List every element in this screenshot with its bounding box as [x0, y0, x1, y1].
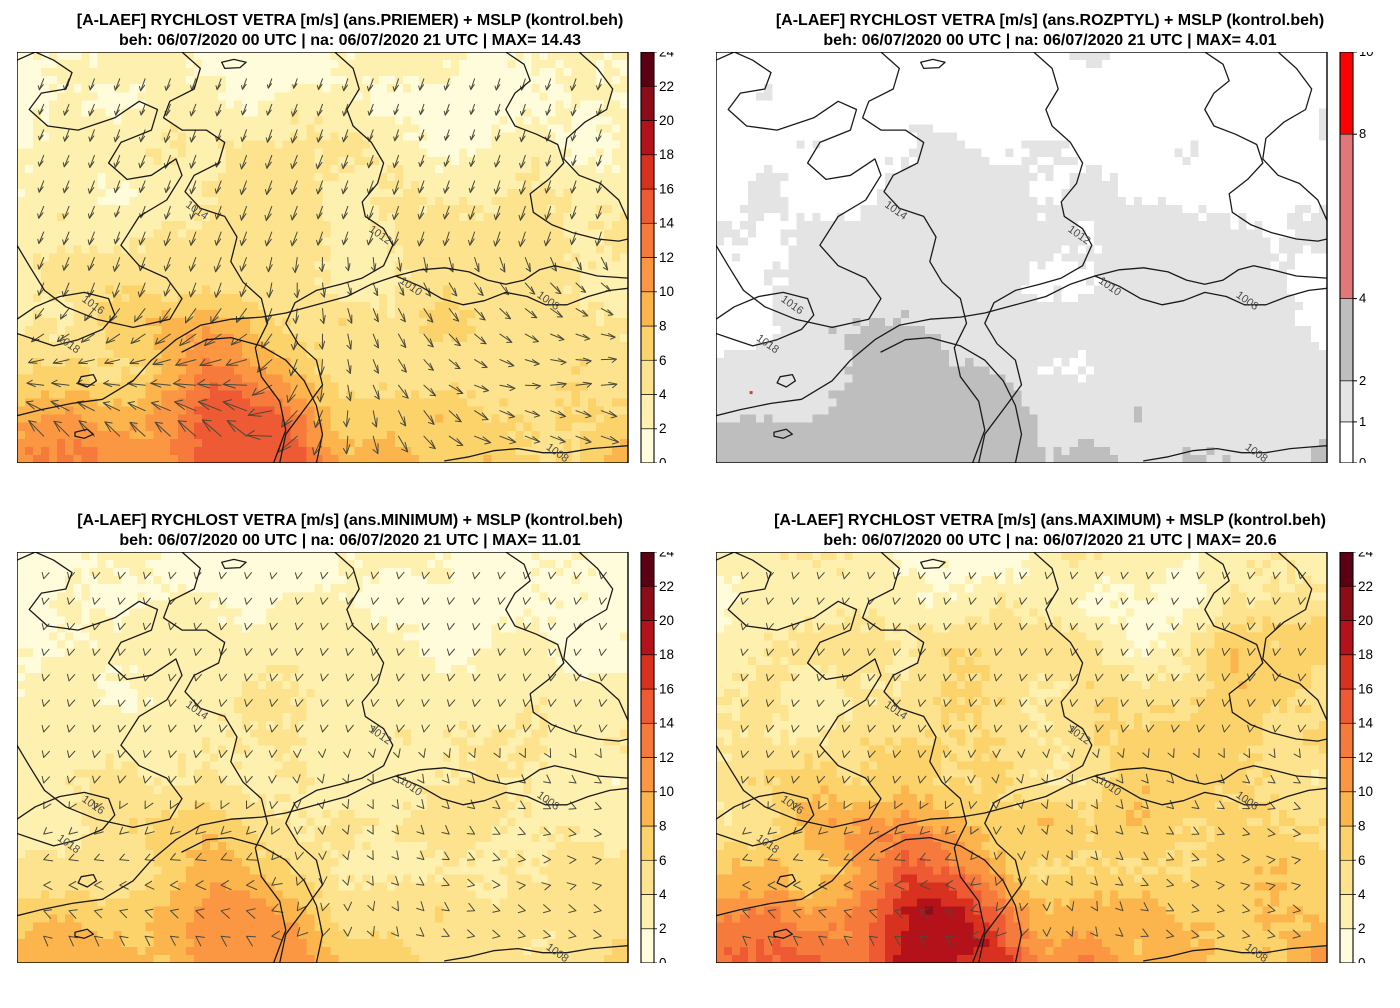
svg-text:2: 2 — [659, 921, 667, 936]
svg-text:18: 18 — [659, 147, 674, 162]
svg-text:24: 24 — [659, 52, 675, 60]
svg-text:2: 2 — [1359, 373, 1366, 388]
svg-text:20: 20 — [659, 613, 674, 628]
svg-text:0: 0 — [1359, 455, 1366, 463]
svg-text:4: 4 — [1358, 887, 1366, 902]
svg-text:22: 22 — [659, 579, 674, 594]
svg-text:6: 6 — [659, 853, 667, 868]
svg-text:2: 2 — [1358, 921, 1366, 936]
svg-text:14: 14 — [1358, 716, 1374, 731]
svg-text:8: 8 — [659, 819, 667, 834]
svg-text:24: 24 — [659, 552, 675, 560]
svg-text:14: 14 — [659, 216, 675, 231]
svg-text:20: 20 — [1358, 613, 1373, 628]
svg-text:18: 18 — [659, 647, 674, 662]
svg-text:6: 6 — [1358, 853, 1366, 868]
svg-text:16: 16 — [659, 182, 674, 197]
svg-text:4: 4 — [659, 887, 667, 902]
svg-text:10: 10 — [659, 284, 674, 299]
svg-text:16: 16 — [659, 682, 674, 697]
svg-text:0: 0 — [659, 956, 667, 964]
svg-text:2: 2 — [659, 421, 667, 436]
svg-text:20: 20 — [659, 113, 674, 128]
svg-text:14: 14 — [659, 716, 675, 731]
svg-text:1: 1 — [1359, 414, 1366, 429]
svg-text:8: 8 — [1359, 126, 1366, 141]
svg-text:0: 0 — [1358, 956, 1366, 964]
svg-text:10: 10 — [1358, 784, 1373, 799]
svg-text:0: 0 — [659, 456, 667, 464]
svg-text:22: 22 — [659, 79, 674, 94]
svg-text:22: 22 — [1358, 579, 1373, 594]
svg-text:4: 4 — [659, 387, 667, 402]
svg-text:12: 12 — [659, 750, 674, 765]
svg-text:10: 10 — [1359, 52, 1373, 59]
svg-text:8: 8 — [1358, 819, 1366, 834]
svg-text:8: 8 — [659, 319, 667, 334]
svg-text:12: 12 — [659, 250, 674, 265]
svg-text:18: 18 — [1358, 647, 1373, 662]
svg-text:16: 16 — [1358, 682, 1373, 697]
svg-text:24: 24 — [1358, 552, 1374, 560]
svg-text:4: 4 — [1359, 291, 1366, 306]
svg-text:10: 10 — [659, 784, 674, 799]
svg-text:6: 6 — [659, 353, 667, 368]
svg-text:12: 12 — [1358, 750, 1373, 765]
